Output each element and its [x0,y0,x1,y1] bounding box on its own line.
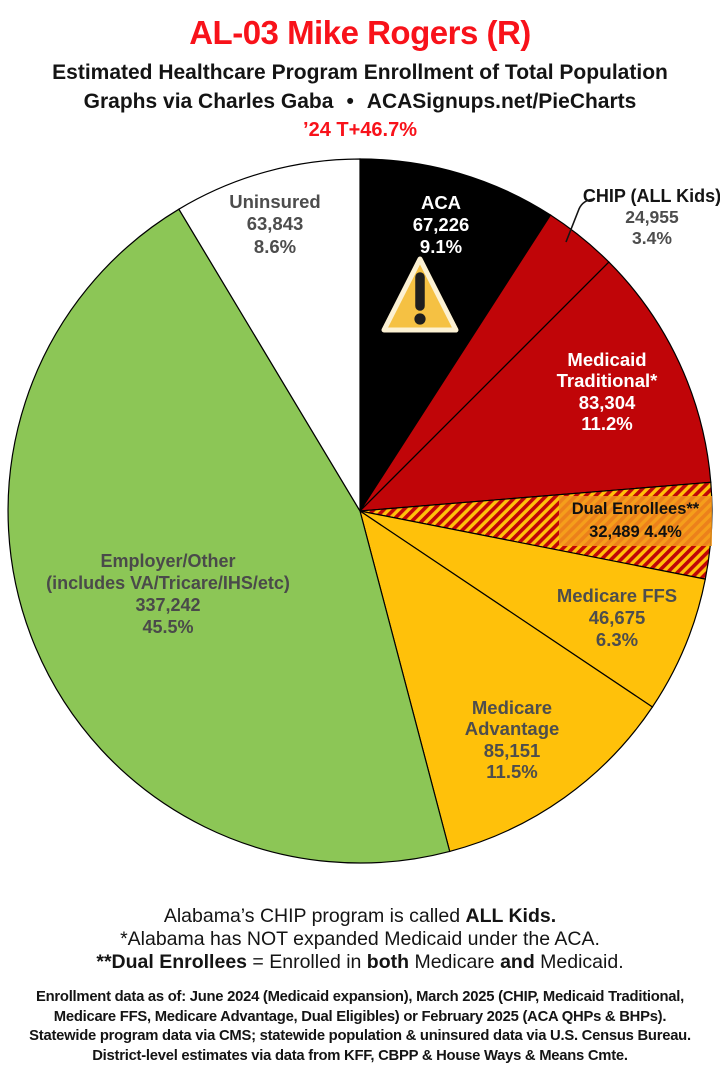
footnote-chip: Alabama’s CHIP program is called ALL Kid… [163,905,557,927]
source-line-4: District-level estimates via data from K… [92,1047,628,1064]
slice-name-2: Advantage [464,718,560,740]
slice-name-2: Traditional* [556,370,658,392]
warning-icon [381,256,459,333]
credit-line: Graphs via Charles Gaba • ACASignups.net/P… [0,90,720,114]
credit-text: Graphs via Charles Gaba [83,90,334,113]
slice-label-medicare-advantage: Medicare Advantage 85,151 11.5% [465,697,560,782]
bullet-separator: • [346,90,354,113]
slice-name: Dual Enrollees** [571,500,700,518]
pie-slices [7,158,713,864]
slice-name: Medicaid [567,349,647,370]
slice-name: Employer/Other [100,551,236,571]
slice-label-medicaid-traditional: Medicaid Traditional* 83,304 11.2% [557,349,658,434]
slice-value-pct: 32,489 4.4% [589,523,682,541]
pie-slice-medicare-ffs [359,510,707,708]
slice-value: 24,955 [625,207,679,227]
pie-slice-uninsured [178,158,361,514]
slice-value: 63,843 [246,213,304,235]
chart-subtitle: Estimated Healthcare Program Enrollment … [52,61,668,84]
slice-name: Medicare [471,697,553,718]
slice-name: Medicare FFS [556,585,678,606]
slice-name: CHIP (ALL Kids) [582,186,720,206]
slice-pct: 45.5% [142,617,194,637]
footnotes: Alabama’s CHIP program is called ALL Kid… [0,905,720,974]
footnote-dual: **Dual Enrollees = Enrolled in both Medi… [96,951,624,973]
slice-value: 337,242 [135,595,201,615]
chart-header: AL-03 Mike Rogers (R) Estimated Healthca… [0,0,720,142]
trend-note: ’24 T+46.7% [303,119,417,141]
footnote-medicaid: *Alabama has NOT expanded Medicaid under… [120,928,600,950]
slice-pct: 11.5% [486,760,538,782]
slice-name: Uninsured [229,191,321,212]
pie-slice-medicare-advantage [359,509,654,853]
source-line-1: Enrollment data as of: June 2024 (Medica… [35,989,685,1005]
slice-pct: 6.3% [595,628,639,650]
slice-pct: 11.2% [581,412,633,434]
slice-value: 46,675 [588,606,646,628]
slice-value: 83,304 [578,391,636,413]
source-line-3: Statewide program data via CMS; statewid… [29,1028,691,1044]
slice-pct: 3.4% [632,228,672,248]
slice-pct: 9.1% [419,235,463,257]
slice-label-medicare-ffs: Medicare FFS 46,675 6.3% [557,585,677,650]
slice-label-uninsured: Uninsured 63,843 8.6% [229,191,320,258]
slice-label-aca: ACA 67,226 9.1% [413,192,470,257]
pie-slice-employer-other [7,208,451,864]
slice-value: 85,151 [483,739,541,761]
page-title: AL-03 Mike Rogers (R) [189,14,531,51]
slice-value: 67,226 [412,213,470,235]
slice-label-employer-other: Employer/Other (includes VA/Tricare/IHS/… [46,550,290,638]
pie-slice-aca [359,158,552,514]
site-text: ACASignups.net/PieCharts [366,90,637,113]
chip-leader-line [565,198,595,243]
slice-label-chip: CHIP (ALL Kids) 24,955 3.4% [583,186,720,249]
slice-name: ACA [420,192,462,213]
source-block: Enrollment data as of: June 2024 (Medica… [0,988,720,1066]
pie-slice-medicaid-traditional [358,261,712,512]
slice-label-dual-enrollees: Dual Enrollees** 32,489 4.4% [559,496,712,546]
slice-pct: 8.6% [253,235,297,257]
slice-name-2: (includes VA/Tricare/IHS/etc) [46,573,290,593]
source-line-2: Medicare FFS, Medicare Advantage, Dual E… [53,1008,667,1025]
